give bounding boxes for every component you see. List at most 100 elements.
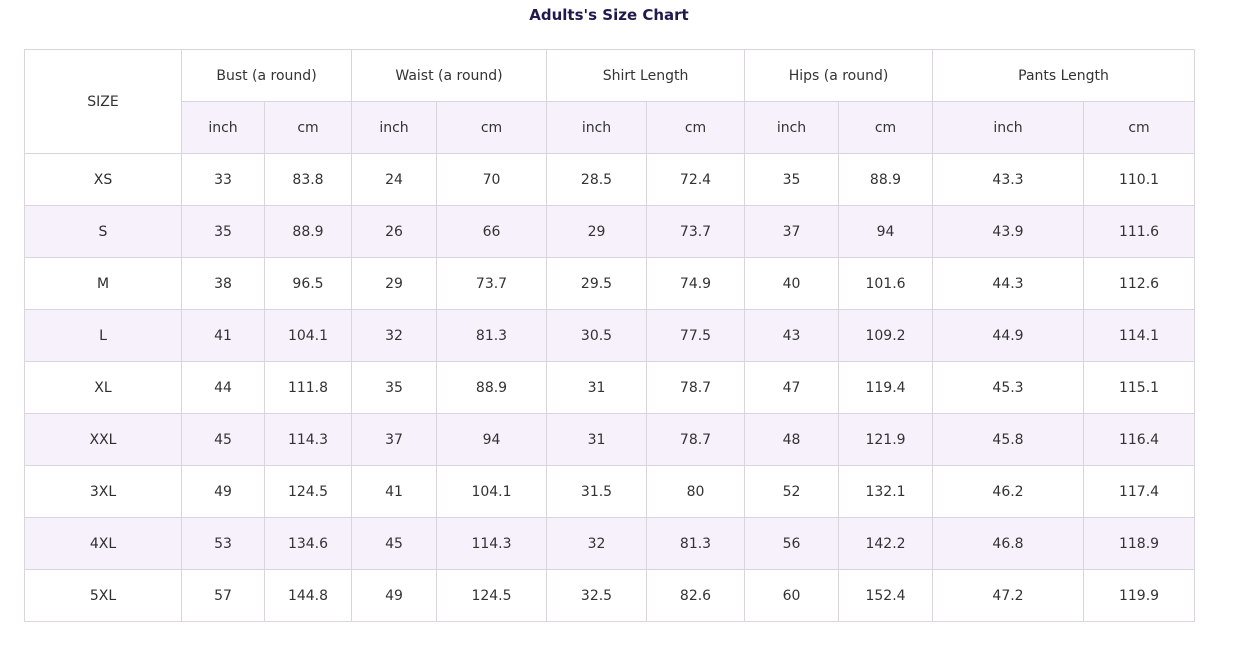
group-header-pants-length: Pants Length xyxy=(932,49,1196,102)
measurement-cell: 31 xyxy=(546,413,647,466)
table-row: 4XL 53 134.6 45 114.3 32 81.3 56 142.2 46.8 118.9 xyxy=(24,517,1196,570)
measurement-cell: 88.9 xyxy=(436,361,547,414)
size-label-cell: 3XL xyxy=(24,465,182,518)
measurement-cell: 26 xyxy=(351,205,437,258)
measurement-cell: 31 xyxy=(546,361,647,414)
measurement-cell: 119.9 xyxy=(1083,569,1196,622)
measurement-cell: 47 xyxy=(744,361,840,414)
table-header: SIZE Bust (a round) Waist (a round) Shir… xyxy=(24,49,1196,154)
measurement-cell: 109.2 xyxy=(838,309,934,362)
measurement-cell: 33 xyxy=(181,153,265,206)
measurement-cell: 142.2 xyxy=(838,517,934,570)
measurement-cell: 116.4 xyxy=(1083,413,1196,466)
measurement-cell: 43 xyxy=(744,309,840,362)
measurement-cell: 72.4 xyxy=(645,153,746,206)
measurement-cell: 124.5 xyxy=(264,465,352,518)
measurement-cell: 46.2 xyxy=(932,465,1085,518)
table-row: XXL 45 114.3 37 94 31 78.7 48 121.9 45.8 116.4 xyxy=(24,413,1196,466)
size-label-cell: XL xyxy=(24,361,182,414)
measurement-cell: 78.7 xyxy=(645,361,746,414)
measurement-cell: 88.9 xyxy=(264,205,352,258)
measurement-cell: 53 xyxy=(181,517,265,570)
size-column-header: SIZE xyxy=(24,49,182,154)
measurement-cell: 80 xyxy=(645,465,746,518)
measurement-cell: 121.9 xyxy=(838,413,934,466)
measurement-cell: 124.5 xyxy=(436,569,547,622)
table-row: L 41 104.1 32 81.3 30.5 77.5 43 109.2 44.9 114.1 xyxy=(24,309,1196,362)
measurement-cell: 144.8 xyxy=(264,569,352,622)
measurement-cell: 38 xyxy=(181,257,265,310)
measurement-cell: 44 xyxy=(181,361,265,414)
group-header-hips: Hips (a round) xyxy=(744,49,934,102)
measurement-cell: 28.5 xyxy=(546,153,647,206)
table-row: M 38 96.5 29 73.7 29.5 74.9 40 101.6 44.3 112.6 xyxy=(24,257,1196,310)
measurement-cell: 66 xyxy=(436,205,547,258)
measurement-cell: 94 xyxy=(436,413,547,466)
table-row: S 35 88.9 26 66 29 73.7 37 94 43.9 111.6 xyxy=(24,205,1196,258)
size-label-cell: XXL xyxy=(24,413,182,466)
measurement-cell: 119.4 xyxy=(838,361,934,414)
measurement-cell: 45 xyxy=(351,517,437,570)
measurement-cell: 43.9 xyxy=(932,205,1085,258)
measurement-cell: 104.1 xyxy=(264,309,352,362)
measurement-cell: 31.5 xyxy=(546,465,647,518)
measurement-cell: 30.5 xyxy=(546,309,647,362)
table-row: XS 33 83.8 24 70 28.5 72.4 35 88.9 43.3 110.1 xyxy=(24,153,1196,206)
unit-header: cm xyxy=(645,101,746,154)
measurement-cell: 48 xyxy=(744,413,840,466)
group-header-bust: Bust (a round) xyxy=(181,49,352,102)
measurement-cell: 52 xyxy=(744,465,840,518)
measurement-cell: 47.2 xyxy=(932,569,1085,622)
measurement-cell: 35 xyxy=(351,361,437,414)
measurement-cell: 104.1 xyxy=(436,465,547,518)
measurement-cell: 73.7 xyxy=(436,257,547,310)
measurement-cell: 132.1 xyxy=(838,465,934,518)
measurement-cell: 44.9 xyxy=(932,309,1085,362)
size-label-cell: 4XL xyxy=(24,517,182,570)
measurement-cell: 114.3 xyxy=(264,413,352,466)
unit-header: inch xyxy=(932,101,1085,154)
measurement-cell: 94 xyxy=(838,205,934,258)
group-header-row: SIZE Bust (a round) Waist (a round) Shir… xyxy=(24,49,1196,154)
measurement-cell: 152.4 xyxy=(838,569,934,622)
unit-header: cm xyxy=(838,101,934,154)
table-row: 5XL 57 144.8 49 124.5 32.5 82.6 60 152.4 47.2 119.… xyxy=(24,569,1196,622)
unit-header: cm xyxy=(264,101,352,154)
measurement-cell: 81.3 xyxy=(436,309,547,362)
measurement-cell: 101.6 xyxy=(838,257,934,310)
size-label-cell: 5XL xyxy=(24,569,182,622)
measurement-cell: 44.3 xyxy=(932,257,1085,310)
measurement-cell: 45.8 xyxy=(932,413,1085,466)
unit-header: cm xyxy=(1083,101,1196,154)
measurement-cell: 70 xyxy=(436,153,547,206)
measurement-cell: 117.4 xyxy=(1083,465,1196,518)
measurement-cell: 43.3 xyxy=(932,153,1085,206)
measurement-cell: 35 xyxy=(181,205,265,258)
measurement-cell: 114.1 xyxy=(1083,309,1196,362)
measurement-cell: 49 xyxy=(351,569,437,622)
measurement-cell: 32.5 xyxy=(546,569,647,622)
page-title: Adults's Size Chart xyxy=(529,6,689,24)
size-label-cell: M xyxy=(24,257,182,310)
size-chart-table: SIZE Bust (a round) Waist (a round) Shir… xyxy=(24,49,1196,622)
size-label-cell: XS xyxy=(24,153,182,206)
measurement-cell: 37 xyxy=(351,413,437,466)
measurement-cell: 74.9 xyxy=(645,257,746,310)
measurement-cell: 45.3 xyxy=(932,361,1085,414)
measurement-cell: 82.6 xyxy=(645,569,746,622)
measurement-cell: 83.8 xyxy=(264,153,352,206)
measurement-cell: 60 xyxy=(744,569,840,622)
unit-header: cm xyxy=(436,101,547,154)
table-row: XL 44 111.8 35 88.9 31 78.7 47 119.4 45.3 115.1 xyxy=(24,361,1196,414)
measurement-cell: 49 xyxy=(181,465,265,518)
measurement-cell: 111.8 xyxy=(264,361,352,414)
measurement-cell: 40 xyxy=(744,257,840,310)
measurement-cell: 111.6 xyxy=(1083,205,1196,258)
measurement-cell: 35 xyxy=(744,153,840,206)
measurement-cell: 57 xyxy=(181,569,265,622)
measurement-cell: 29.5 xyxy=(546,257,647,310)
unit-header: inch xyxy=(546,101,647,154)
measurement-cell: 37 xyxy=(744,205,840,258)
measurement-cell: 32 xyxy=(546,517,647,570)
unit-header: inch xyxy=(351,101,437,154)
